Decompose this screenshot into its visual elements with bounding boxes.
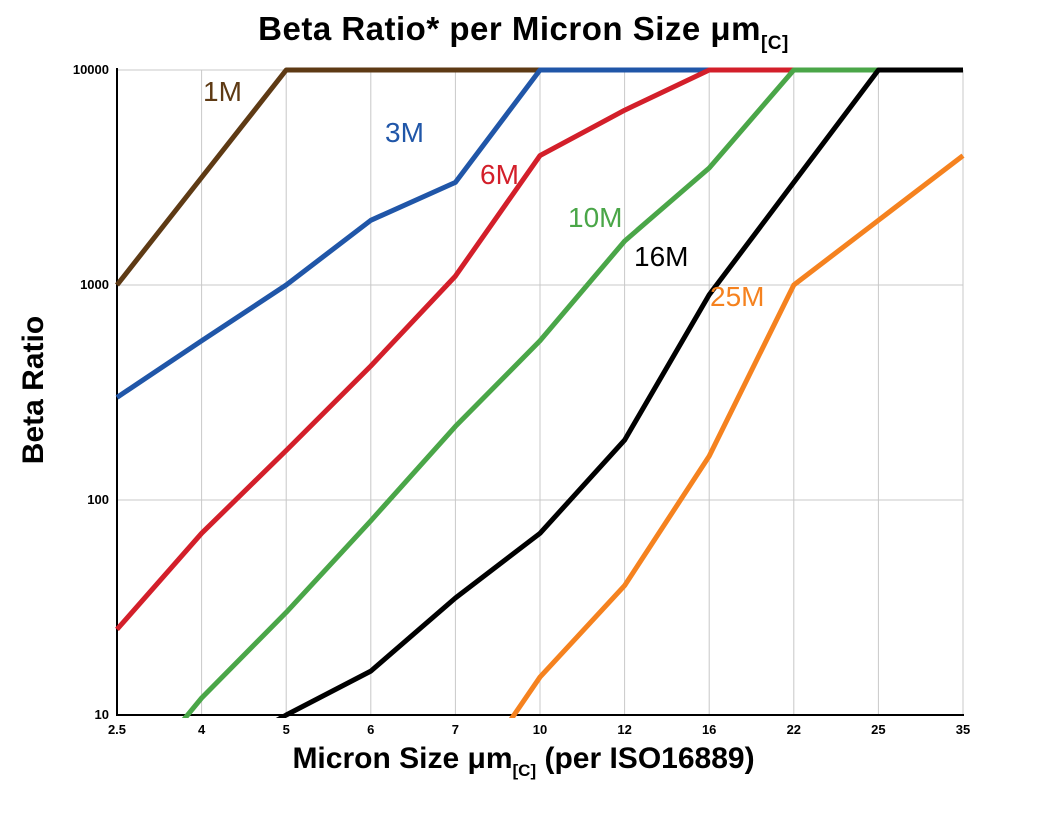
x-tick-label-10: 10 <box>533 722 547 737</box>
x-tick-label-2.5: 2.5 <box>108 722 126 737</box>
x-tick-label-22: 22 <box>787 722 801 737</box>
series-label-6M: 6M <box>480 159 519 190</box>
series-label-1M: 1M <box>203 76 242 107</box>
y-tick-label-10000: 10000 <box>73 62 109 77</box>
series-label-25M: 25M <box>710 281 765 312</box>
x-axis-title-main: Micron Size μm <box>292 742 513 775</box>
series-label-3M: 3M <box>385 117 424 148</box>
x-axis-title-subscript: [C] <box>512 761 537 780</box>
x-tick-label-12: 12 <box>617 722 631 737</box>
x-axis-title-suffix: (per ISO16889) <box>536 742 755 775</box>
series-label-16M: 16M <box>634 241 689 272</box>
y-tick-label-10: 10 <box>95 707 109 722</box>
y-tick-label-1000: 1000 <box>80 277 109 292</box>
chart-title-main: Beta Ratio* per Micron Size μm <box>258 10 761 47</box>
series-label-10M: 10M <box>568 202 623 233</box>
x-tick-label-4: 4 <box>198 722 206 737</box>
x-tick-label-6: 6 <box>367 722 374 737</box>
x-tick-label-16: 16 <box>702 722 716 737</box>
gridlines <box>116 69 964 716</box>
series-line-25M <box>508 153 965 718</box>
chart-title-subscript: [C] <box>760 33 789 54</box>
series-line-10M <box>181 67 963 718</box>
x-axis-title: Micron Size μm[C] (per ISO16889) <box>0 742 1047 780</box>
x-tick-label-25: 25 <box>871 722 885 737</box>
x-tick-label-7: 7 <box>452 722 459 737</box>
x-tick-label-5: 5 <box>283 722 290 737</box>
y-tick-label-100: 100 <box>87 492 109 507</box>
chart-title: Beta Ratio* per Micron Size μm[C] <box>0 10 1047 54</box>
x-tick-label-35: 35 <box>956 722 970 737</box>
series-line-16M <box>275 67 963 718</box>
